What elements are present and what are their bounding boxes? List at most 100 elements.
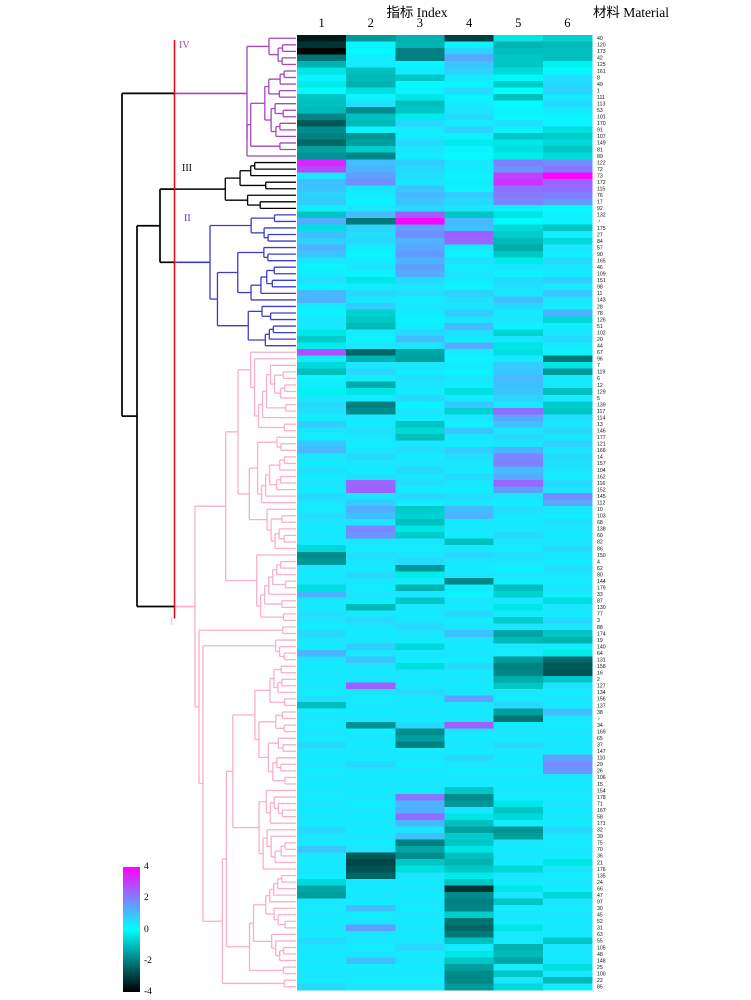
heatmap-cell [395,460,445,468]
heatmap-cell [542,833,593,840]
heatmap-cell [346,348,396,356]
heatmap-cell [444,970,495,978]
heatmap-cell [395,761,445,768]
heatmap-cell [542,695,593,703]
heatmap-cell [542,309,593,317]
heatmap-cell [444,597,495,605]
row-label: 39 [597,834,603,840]
heatmap-cell [297,362,347,369]
heatmap-cell [542,414,593,422]
heatmap-cell [346,100,396,108]
heatmap-cell [444,983,495,991]
heatmap-cell [297,100,347,108]
heatmap-cell [395,774,445,782]
heatmap-cell [542,394,593,402]
heatmap-cell [395,283,445,291]
heatmap-cell [346,813,396,821]
heatmap-cell [346,532,396,540]
heatmap-cell [395,676,445,683]
heatmap-cell [444,793,495,801]
row-label: 80 [597,572,603,578]
heatmap-cell [395,734,445,742]
heatmap-cell [346,434,396,441]
heatmap-cell [542,643,593,651]
heatmap-cell [346,865,396,873]
heatmap-cell [542,577,593,585]
heatmap-cell [444,695,495,703]
heatmap-cell [542,54,593,62]
heatmap-cell [542,519,593,526]
heatmap-cell [444,800,495,808]
row-label: 144 [597,579,606,585]
row-label: 165 [597,258,606,264]
heatmap-cell [542,447,593,454]
heatmap-cell [493,682,544,690]
heatmap-cell [542,944,593,952]
row-label: 24 [597,880,603,886]
heatmap-cell [493,957,544,965]
heatmap-cell [542,159,593,167]
heatmap-cell [542,806,593,814]
heatmap-cell [493,721,544,729]
heatmap-cell [493,937,544,945]
heatmap-cell [346,113,396,121]
heatmap-cell [493,257,544,265]
heatmap-cell [444,440,495,448]
heatmap-cell [444,918,495,925]
heatmap-cell [493,702,544,710]
heatmap-cell [444,846,495,853]
heatmap-cell [297,662,347,670]
heatmap-cell [493,793,544,801]
heatmap-cell [395,87,445,95]
heatmap-cell [542,473,593,481]
heatmap-cell [542,100,593,108]
heatmap-cell [542,813,593,821]
heatmap-cell [444,532,495,540]
heatmap-cell [346,499,396,507]
heatmap-cell [297,846,347,853]
heatmap-cell [542,453,593,461]
heatmap-cell [297,375,347,383]
heatmap-cell [297,407,347,415]
heatmap-cell [395,427,445,435]
heatmap-cell [297,48,347,55]
heatmap-cell [542,551,593,559]
row-label: 12 [597,383,603,389]
heatmap-cell [395,290,445,297]
heatmap-cell [346,35,396,42]
row-label: 26 [597,769,603,775]
heatmap-cell [395,898,445,906]
heatmap-cell [395,198,445,206]
heatmap-cell [542,133,593,141]
heatmap-cell [395,944,445,952]
heatmap-cell [444,165,495,173]
row-label: 91 [597,128,603,134]
row-label: 169 [597,729,606,735]
heatmap-cell [444,780,495,788]
heatmap-cell [444,937,495,945]
heatmap-cell [444,479,495,487]
heatmap-cell [395,152,445,160]
heatmap-cell [297,806,347,814]
heatmap-cell [297,401,347,409]
heatmap-cell [444,420,495,428]
heatmap-cell [297,322,347,330]
heatmap-cell [395,244,445,252]
heatmap-cell [346,708,396,716]
heatmap-cell [493,846,544,853]
heatmap-cell [395,335,445,343]
heatmap-cell [346,224,396,232]
heatmap-cell [346,643,396,651]
row-label: 122 [597,160,606,166]
heatmap-cell [493,839,544,847]
heatmap-cell [297,630,347,638]
row-label: 67 [597,350,603,356]
heatmap-cell [493,597,544,605]
heatmap-cell [542,741,593,749]
heatmap-cell [297,852,347,860]
row-label: 134 [597,690,606,696]
heatmap-cell [346,800,396,808]
heatmap-cell [542,538,593,546]
heatmap-cell [346,368,396,376]
